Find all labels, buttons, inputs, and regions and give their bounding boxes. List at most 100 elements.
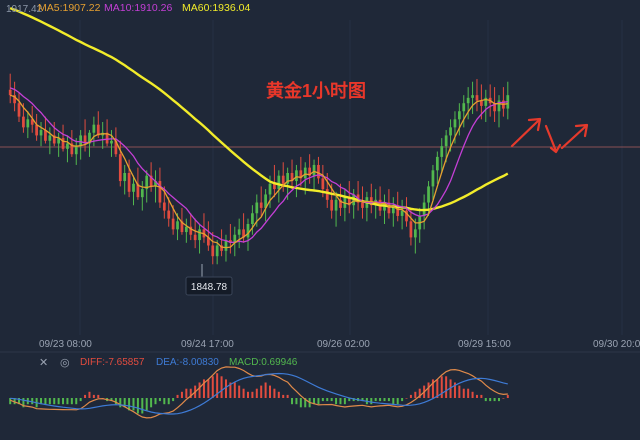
macd-bar xyxy=(198,382,201,398)
x-axis: 09/23 08:00 09/24 17:00 09/26 02:00 09/2… xyxy=(39,339,640,350)
candle xyxy=(70,130,74,157)
candle xyxy=(334,191,338,227)
candle xyxy=(277,170,281,203)
macd-bar xyxy=(18,398,21,405)
candle-body xyxy=(264,194,267,208)
candle xyxy=(290,159,294,190)
candle-body xyxy=(180,221,184,233)
candle-body xyxy=(176,221,179,230)
macd-bar xyxy=(48,398,51,405)
macd-bar xyxy=(269,385,272,398)
candle xyxy=(105,119,109,147)
forecast-arrow-down xyxy=(544,124,558,153)
close-icon[interactable]: ✕ xyxy=(39,357,48,369)
candle-body xyxy=(330,199,334,211)
macd-bar xyxy=(123,398,126,408)
macd-bar xyxy=(291,398,294,405)
x-tick-label: 09/23 08:00 xyxy=(39,339,92,350)
candle-body xyxy=(277,175,281,190)
candle xyxy=(198,224,201,254)
forecast-arrow-up-2 xyxy=(560,125,587,150)
forecast-arrow-up-2-head xyxy=(574,123,589,138)
candle-body xyxy=(493,103,496,112)
candle-body xyxy=(396,205,400,216)
candle-body xyxy=(215,245,219,257)
macd-bar xyxy=(92,394,95,398)
candle-body xyxy=(154,181,157,187)
macd-bar xyxy=(185,388,188,398)
candle-body xyxy=(92,124,96,133)
candle-body xyxy=(61,138,65,149)
candle xyxy=(431,164,435,200)
candle-body xyxy=(48,135,52,141)
macd-bar xyxy=(22,398,25,408)
candle-body xyxy=(334,199,338,211)
macd-bar xyxy=(66,398,69,405)
macd-bar xyxy=(352,398,355,402)
macd-bar xyxy=(163,398,166,405)
candle-body xyxy=(66,143,69,149)
macd-bar xyxy=(321,398,324,402)
macd-bar xyxy=(9,398,12,405)
macd-bar xyxy=(436,379,439,398)
candle-body xyxy=(198,229,201,241)
macd-bar xyxy=(229,382,232,398)
macd-bar xyxy=(374,398,377,402)
macd-bar xyxy=(383,398,386,402)
candle xyxy=(26,111,30,139)
dea-line xyxy=(10,372,508,415)
candle-body xyxy=(184,226,188,233)
candle xyxy=(242,213,245,243)
candle xyxy=(229,224,232,254)
ma10-line xyxy=(9,87,508,243)
macd-bar xyxy=(427,382,430,398)
macd-bar xyxy=(493,398,496,402)
macd-bar xyxy=(141,398,144,414)
candle xyxy=(176,213,179,241)
macd-bar xyxy=(40,398,43,405)
candle-body xyxy=(30,119,34,125)
candle-body xyxy=(158,181,162,203)
candle-body xyxy=(286,173,289,184)
candle-body xyxy=(123,173,127,182)
candle-body xyxy=(74,146,78,155)
candle xyxy=(471,81,474,114)
candle-body xyxy=(17,103,21,117)
candle xyxy=(391,197,395,227)
candle-body xyxy=(171,218,175,230)
annotation-title: 黄金1小时图 xyxy=(266,80,366,101)
macd-bar xyxy=(326,398,329,402)
macd-bar xyxy=(53,398,56,405)
candle xyxy=(35,113,38,141)
low-price-callout: 1848.78 xyxy=(185,264,233,296)
macd-bar xyxy=(238,385,241,398)
macd-bar xyxy=(449,379,452,398)
macd-bar xyxy=(295,398,298,405)
macd-bar xyxy=(392,398,395,405)
macd-bar xyxy=(62,398,65,405)
candle xyxy=(61,124,65,152)
macd-bar xyxy=(202,379,205,398)
macd-bar xyxy=(497,398,500,402)
candle-body xyxy=(268,183,272,195)
candle-body xyxy=(475,95,479,101)
candle-body xyxy=(132,183,135,192)
candle xyxy=(251,205,254,235)
x-tick-label: 09/29 15:00 xyxy=(458,339,511,350)
candle xyxy=(339,183,342,216)
candle xyxy=(39,122,43,147)
macd-bar xyxy=(361,398,364,402)
macd-bar xyxy=(132,398,135,411)
candle xyxy=(193,218,197,249)
macd-bar xyxy=(506,394,509,398)
macd-bar xyxy=(467,388,470,398)
candle-body xyxy=(405,210,408,222)
macd-bar xyxy=(453,382,456,398)
candle-body xyxy=(229,240,232,243)
candle xyxy=(308,154,312,184)
candle-body xyxy=(251,213,254,224)
settings-icon[interactable]: ◎ xyxy=(60,357,70,369)
candle xyxy=(184,218,188,243)
